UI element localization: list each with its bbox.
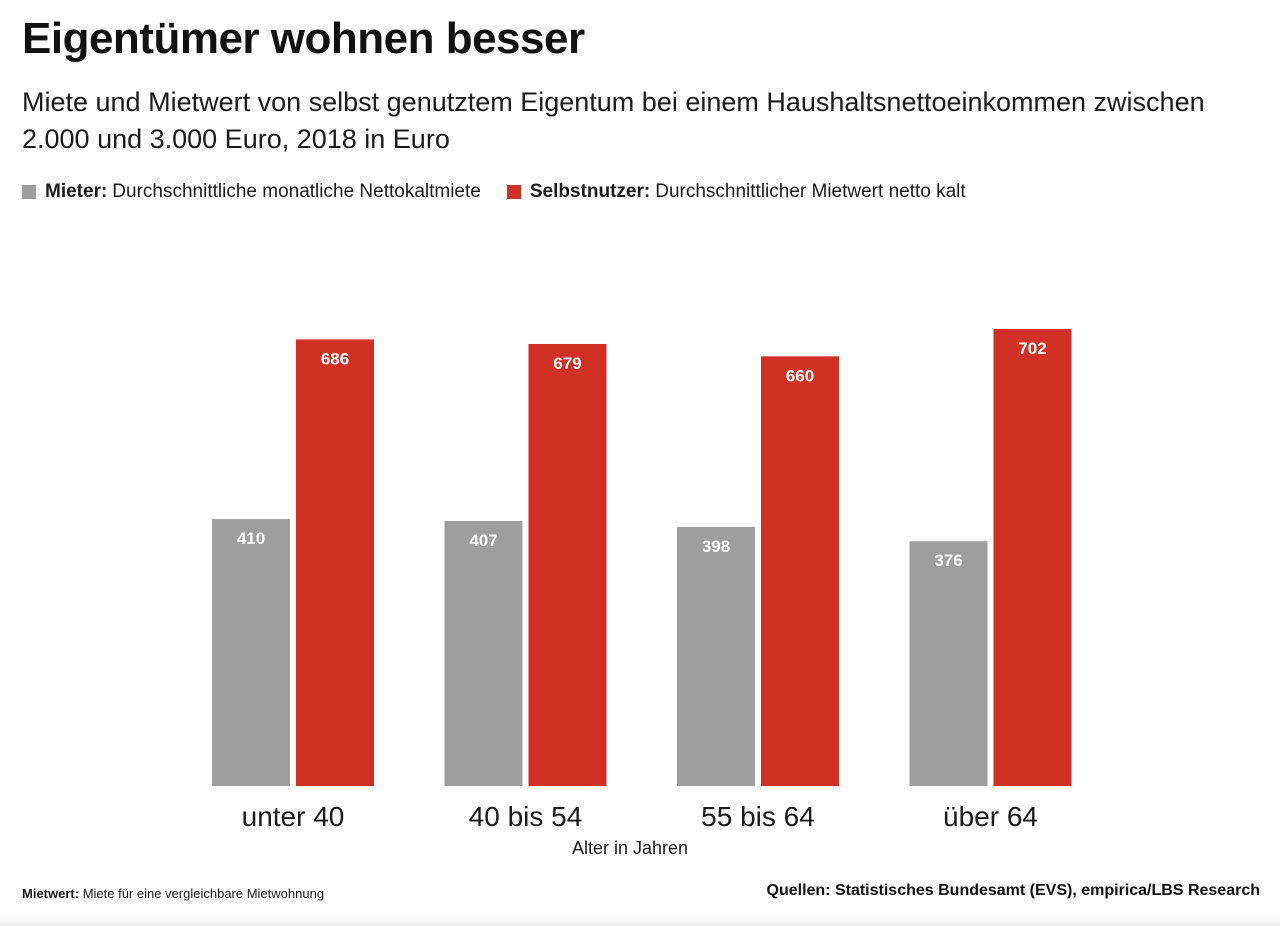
legend-label-selbstnutzer-text: Durchschnittlicher Mietwert netto kalt [655, 181, 966, 202]
legend: Mieter: Durchschnittliche monatliche Net… [22, 181, 992, 203]
chart-subtitle: Miete und Mietwert von selbst genutztem … [22, 87, 1205, 154]
data-label-selbstnutzer-2: 660 [786, 366, 814, 385]
bar-mieter-0 [212, 519, 290, 786]
chart-title: Eigentümer wohnen besser [22, 14, 585, 63]
data-label-mieter-2: 398 [702, 537, 730, 556]
bar-selbstnutzer-3 [993, 329, 1072, 786]
bar-selbstnutzer-1 [528, 343, 607, 786]
data-label-mieter-3: 376 [934, 551, 962, 570]
data-label-mieter-0: 410 [237, 529, 265, 548]
footnote-text: Miete für eine vergleichbare Mietwohnung [82, 886, 325, 901]
legend-item-selbstnutzer: Selbstnutzer: Durchschnittlicher Mietwer… [506, 181, 966, 203]
bars-group [212, 329, 1072, 786]
category-label-3: über 64 [943, 801, 1038, 832]
legend-swatch-mieter [22, 185, 36, 199]
category-label-1: 40 bis 54 [469, 801, 583, 832]
bottom-fade [0, 912, 1280, 926]
data-label-selbstnutzer-3: 702 [1018, 339, 1046, 358]
footnote: Mietwert: Miete für eine vergleichbare M… [22, 886, 324, 901]
bar-mieter-2 [677, 526, 755, 786]
bar-selbstnutzer-0 [296, 339, 374, 786]
data-label-selbstnutzer-1: 679 [553, 354, 581, 373]
legend-item-mieter: Mieter: Durchschnittliche monatliche Net… [22, 181, 481, 203]
bar-mieter-1 [444, 521, 523, 786]
category-label-0: unter 40 [242, 801, 345, 832]
source-note: Quellen: Statistisches Bundesamt (EVS), … [766, 882, 1261, 899]
footnote-bold: Mietwert: [22, 886, 80, 901]
legend-label-mieter-bold: Mieter: [45, 181, 108, 202]
labels-group: 410 686 unter 40 407 679 40 bis 54 398 660 55 bi… [237, 339, 1047, 832]
legend-swatch-selbstnutzer [506, 185, 521, 199]
data-label-mieter-1: 407 [469, 531, 497, 550]
data-label-selbstnutzer-0: 686 [321, 349, 349, 368]
x-axis-label: Alter in Jahren [572, 838, 688, 858]
category-label-2: 55 bis 64 [701, 801, 815, 832]
legend-label-selbstnutzer-bold: Selbstnutzer: [529, 181, 651, 202]
bar-mieter-3 [909, 541, 988, 786]
legend-label-mieter-text: Durchschnittliche monatliche Nettokaltmi… [112, 181, 481, 202]
bar-selbstnutzer-2 [761, 356, 839, 786]
